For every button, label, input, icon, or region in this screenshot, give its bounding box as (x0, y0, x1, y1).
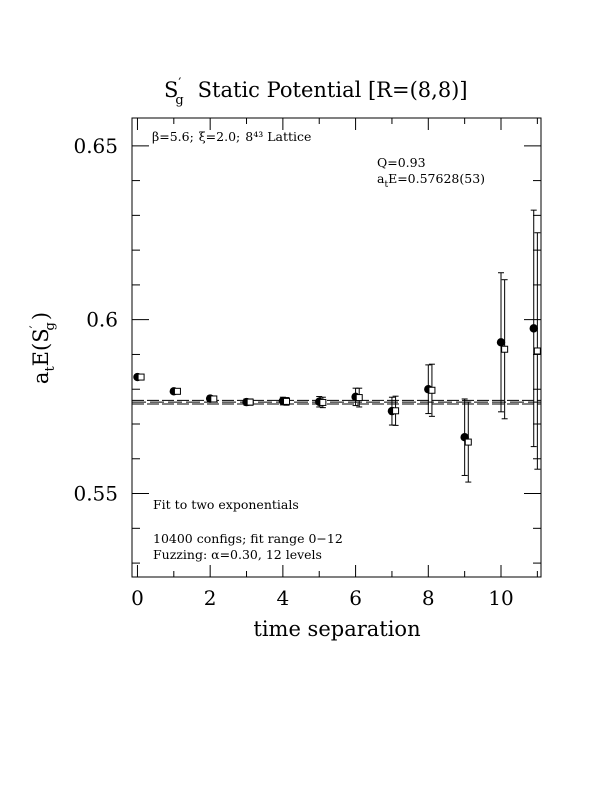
chart-title: S′ g Static Potential [R=(8,8)] (164, 76, 468, 108)
data-point-square (533, 347, 541, 355)
plot-frame (131, 117, 542, 578)
data-point-square (210, 395, 218, 403)
y-tick-label: 0.55 (73, 482, 118, 506)
title-text: Static Potential [R=(8,8)] (198, 78, 468, 102)
lattice-beta: β=5.6; (152, 129, 194, 144)
y-axis-main: E(S (29, 328, 53, 366)
axis-tick-labels: 0 2 4 6 8 10 0.55 0.6 0.65 (73, 134, 513, 610)
fit-type-note: Fit to two exponentials (153, 497, 299, 512)
lattice-xi: ξ=2.0; (199, 129, 240, 144)
fit-energy-value: E=0.57628(53) (388, 171, 485, 186)
y-axis-prefix-sub: t (43, 366, 58, 372)
data-points (133, 209, 541, 483)
y-axis-sub: g (43, 322, 58, 330)
fit-energy-sub: t (384, 180, 388, 190)
y-axis-close: ) (29, 312, 53, 320)
x-tick-label: 10 (488, 586, 513, 610)
lattice-info: β=5.6; ξ=2.0; 8⁴³ Lattice (152, 129, 311, 144)
fit-q: Q=0.93 (377, 155, 426, 170)
y-axis-prefix: a (29, 372, 53, 385)
fit-energy: atE=0.57628(53) (377, 171, 485, 190)
y-tick-label: 0.6 (86, 308, 118, 332)
x-tick-label: 2 (204, 586, 217, 610)
fit-energy-prefix: a (377, 171, 385, 186)
title-operator-sub: g (175, 93, 183, 108)
x-axis-title: time separation (253, 617, 420, 641)
data-point-square (137, 373, 145, 381)
configs-note: 10400 configs; fit range 0−12 (153, 531, 343, 546)
data-point-square (355, 394, 363, 402)
x-tick-label: 6 (349, 586, 362, 610)
data-point-square (283, 397, 291, 405)
x-tick-label: 8 (422, 586, 435, 610)
data-point-circle (496, 338, 506, 347)
data-point-square (464, 438, 472, 446)
data-point-circle (529, 324, 538, 333)
axis-ticks (132, 118, 541, 577)
data-point-square (428, 386, 436, 394)
data-point-square (501, 345, 509, 353)
lattice-size: 8⁴³ Lattice (245, 129, 311, 144)
data-point-square (392, 407, 400, 415)
y-axis-prime: ′ (28, 325, 43, 328)
x-tick-label: 0 (131, 586, 144, 610)
y-axis-title: atE(S′g) (28, 312, 58, 384)
title-operator: S (164, 78, 178, 102)
data-point-square (173, 387, 181, 395)
title-operator-prime: ′ (178, 76, 181, 91)
data-point-square (319, 398, 327, 406)
data-point-square (246, 398, 254, 406)
fit-band (132, 399, 541, 405)
x-tick-label: 4 (277, 586, 290, 610)
y-tick-label: 0.65 (73, 134, 118, 158)
fuzzing-note: Fuzzing: α=0.30, 12 levels (153, 547, 322, 562)
